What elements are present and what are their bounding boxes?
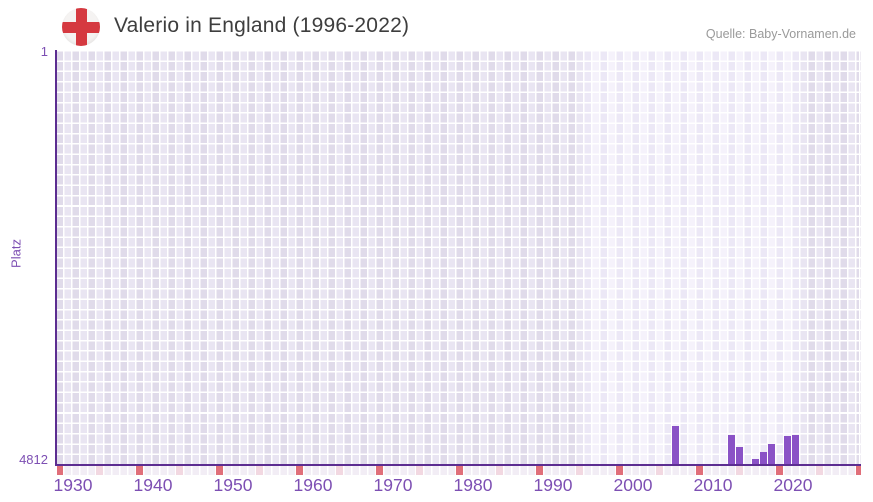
strip-mid-2015 [736, 466, 743, 475]
x-tick-2000: 2000 [613, 475, 653, 495]
strip-mid-1995 [576, 466, 583, 475]
strip-decade-1940 [136, 466, 143, 475]
x-tick-2010: 2010 [693, 475, 733, 495]
flag-cross-horizontal [62, 21, 100, 33]
bar-2017 [751, 458, 759, 464]
x-tick-1980: 1980 [453, 475, 493, 495]
x-tick-1940: 1940 [133, 475, 173, 495]
strip-decade-1980 [456, 466, 463, 475]
strip-decade-1950 [216, 466, 223, 475]
x-tick-1970: 1970 [373, 475, 413, 495]
strip-decade-2010 [696, 466, 703, 475]
england-flag-icon [62, 8, 100, 46]
y-axis-line [55, 50, 57, 466]
bar-2014 [727, 435, 735, 464]
strip-mid-1965 [336, 466, 343, 475]
bar-2007 [671, 425, 679, 464]
strip-decade-2000 [616, 466, 623, 475]
strip-decade-2030 [856, 466, 861, 475]
strip-mid-1955 [256, 466, 263, 475]
bar-2015 [735, 447, 743, 464]
y-tick-top: 1 [40, 44, 48, 59]
y-tick-bottom: 4812 [19, 452, 48, 467]
x-tick-1930: 1930 [53, 475, 93, 495]
strip-decade-1970 [376, 466, 383, 475]
x-tick-1950: 1950 [213, 475, 253, 495]
bar-2019 [767, 444, 775, 464]
strip-mid-1975 [416, 466, 423, 475]
bar-2021 [783, 436, 791, 464]
strip-mid-2005 [656, 466, 663, 475]
x-tick-1960: 1960 [293, 475, 333, 495]
x-tick-1990: 1990 [533, 475, 573, 495]
strip-decade-1990 [536, 466, 543, 475]
x-tick-2020: 2020 [773, 475, 813, 495]
data-period-highlight [583, 50, 799, 464]
strip-mid-2025 [816, 466, 823, 475]
strip-decade-2020 [776, 466, 783, 475]
x-axis-line [55, 464, 861, 466]
strip-mid-1935 [96, 466, 103, 475]
strip-decade-1930 [57, 466, 63, 475]
bar-2022 [791, 434, 799, 464]
strip-mid-1985 [496, 466, 503, 475]
y-axis-title: Platz [8, 239, 24, 268]
strip-mid-1945 [176, 466, 183, 475]
bar-2018 [759, 451, 767, 464]
page-title: Valerio in England (1996-2022) [114, 14, 410, 37]
source-credit: Quelle: Baby-Vornamen.de [705, 27, 856, 41]
strip-decade-1960 [296, 466, 303, 475]
decade-strip [57, 466, 861, 475]
